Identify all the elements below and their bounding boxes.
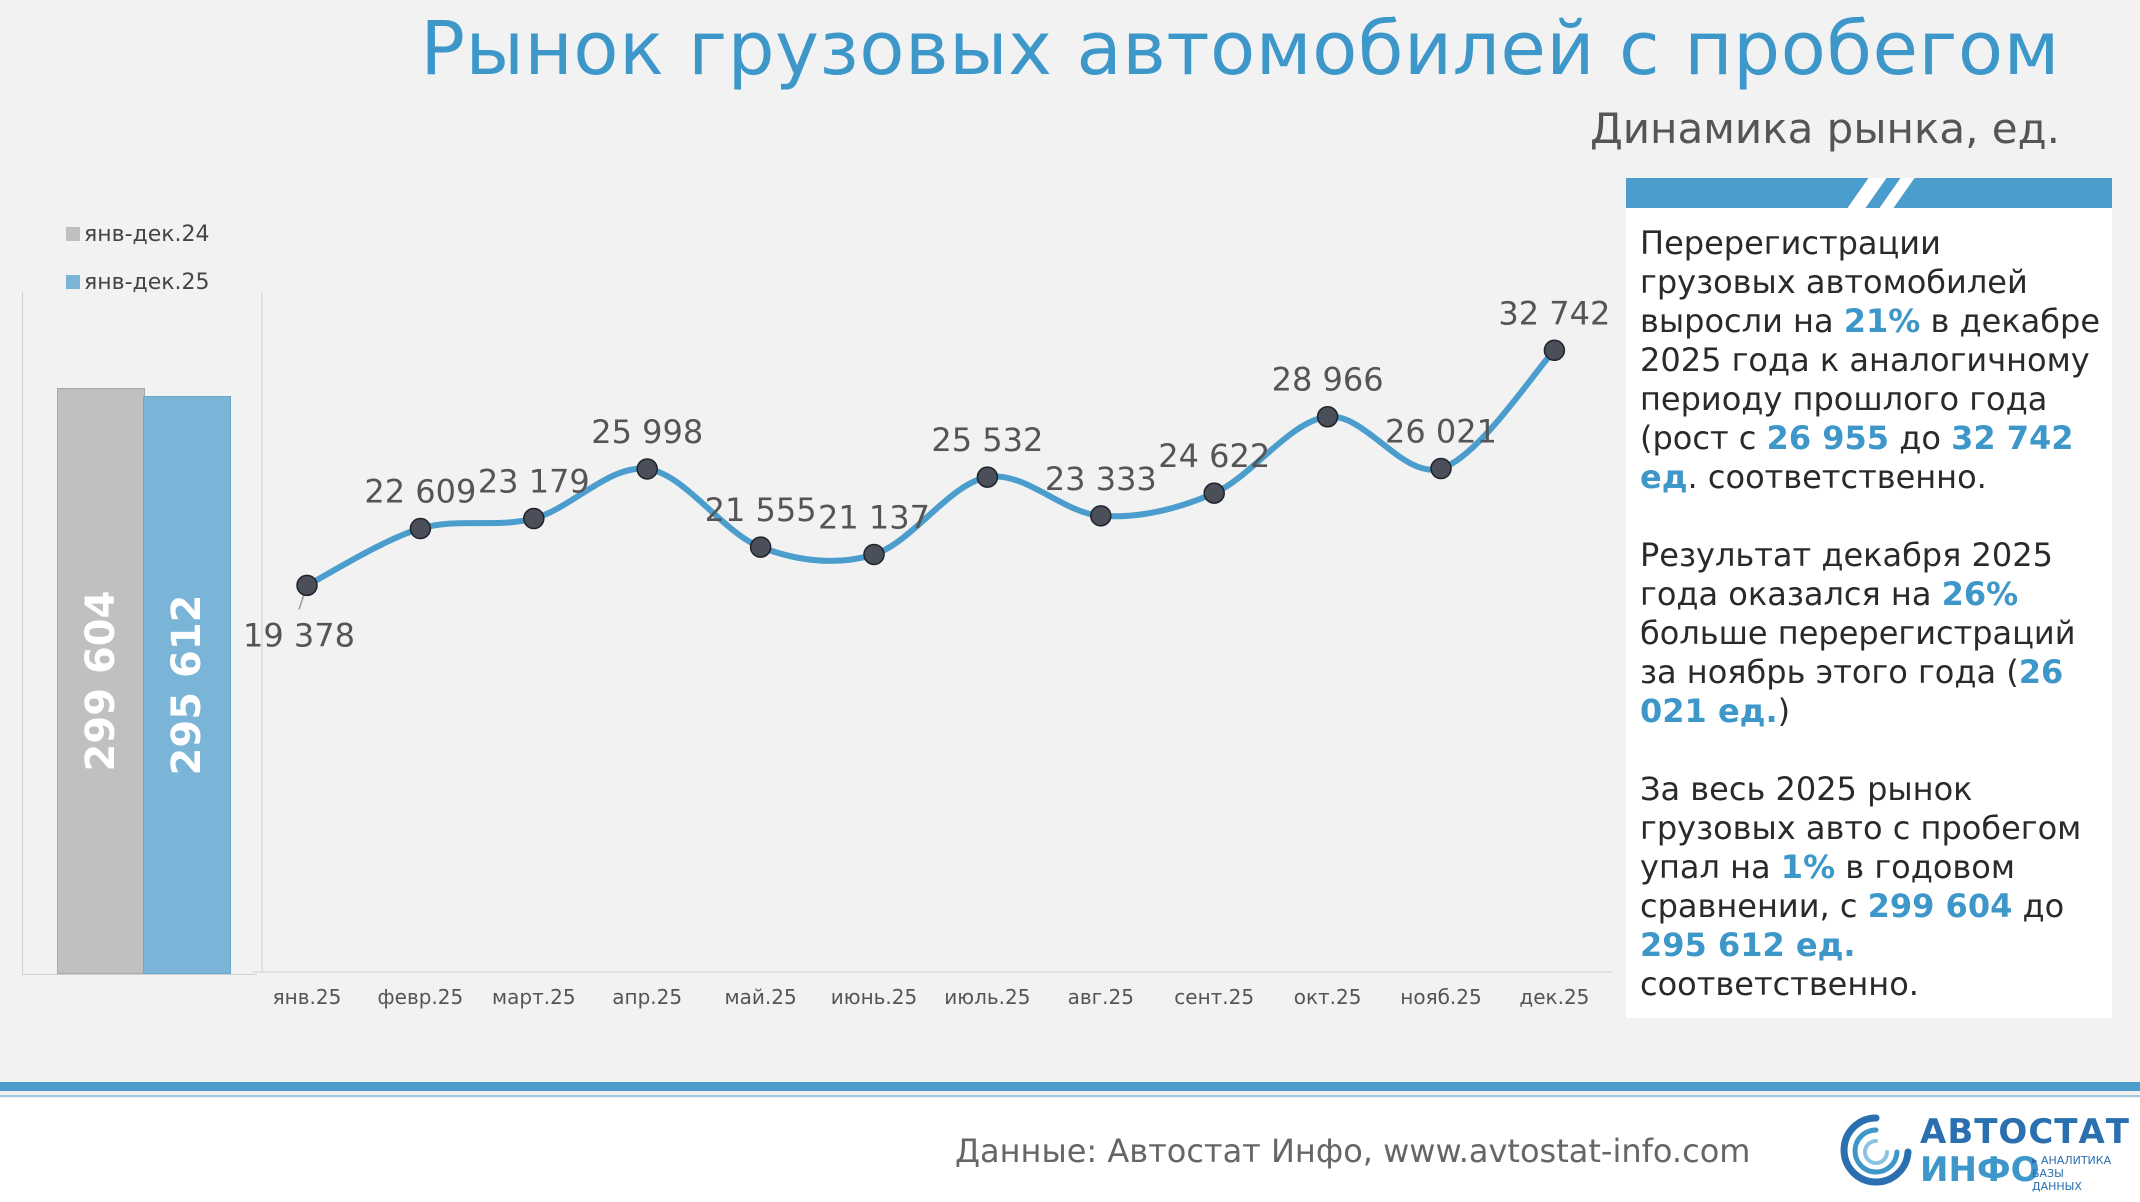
info-p3-text-3: до bbox=[2012, 887, 2065, 925]
info-p3-highlight-2: 299 604 bbox=[1867, 887, 2013, 925]
monthly-line-chart: 19 378 янв.25 22 609 февр.25 23 179 март.25 25… bbox=[243, 293, 1612, 1009]
info-p1-highlight-1: 21% bbox=[1843, 302, 1921, 340]
bar-total-2025: 295 612 bbox=[143, 395, 231, 974]
footer bbox=[0, 1098, 2140, 1202]
data-point-8 bbox=[1090, 505, 1112, 527]
x-tick-label-1: янв.25 bbox=[273, 985, 342, 1009]
legend-item-2024: янв-дек.24 bbox=[66, 218, 210, 250]
x-tick-label-6: июнь.25 bbox=[831, 985, 918, 1009]
x-tick-label-8: авг.25 bbox=[1068, 985, 1134, 1009]
legend-swatch-2025 bbox=[66, 275, 80, 289]
data-label-4: 25 998 bbox=[591, 413, 703, 451]
x-tick-label-11: нояб.25 bbox=[1400, 985, 1481, 1009]
info-header-bar bbox=[1626, 178, 2112, 208]
logo-text-info: ИНФО bbox=[1920, 1150, 2040, 1190]
info-p1-text-4: . соответственно. bbox=[1687, 458, 1987, 496]
info-p1-text-1: Перерегистрации грузовых автомобилей выр… bbox=[1640, 224, 2028, 340]
info-p2-highlight-2: 26 021 ед. bbox=[1640, 653, 2064, 730]
x-tick-label-12: дек.25 bbox=[1519, 985, 1589, 1009]
data-label-7: 25 532 bbox=[931, 421, 1043, 459]
x-tick-label-4: апр.25 bbox=[612, 985, 682, 1009]
data-label-3: 23 179 bbox=[478, 463, 590, 501]
x-tick-label-2: февр.25 bbox=[378, 985, 464, 1009]
data-point-9 bbox=[1203, 482, 1225, 504]
data-point-1 bbox=[296, 574, 318, 597]
x-tick-label-9: сент.25 bbox=[1174, 985, 1254, 1009]
footer-accent-line bbox=[0, 1082, 2140, 1091]
info-p2-text-1: Результат декабря 2025 года оказался на bbox=[1640, 536, 2053, 613]
info-paragraph-2: Результат декабря 2025 года оказался на … bbox=[1640, 536, 2106, 731]
legend-label-2025: янв-дек.25 bbox=[84, 269, 210, 295]
page-title: Рынок грузовых автомобилей с пробегом bbox=[420, 6, 2060, 92]
data-label-11: 26 021 bbox=[1385, 413, 1497, 451]
info-header-notch bbox=[1847, 178, 1887, 208]
info-header-notch-2 bbox=[1879, 178, 1915, 208]
data-point-11 bbox=[1430, 457, 1452, 480]
info-p1-highlight-3: 32 742 ед bbox=[1640, 419, 2074, 496]
data-label-5: 21 555 bbox=[705, 491, 817, 529]
data-point-10 bbox=[1316, 405, 1339, 428]
data-point-6 bbox=[863, 543, 885, 566]
info-p2-text-3: ) bbox=[1777, 692, 1791, 730]
data-label-10: 28 966 bbox=[1272, 361, 1384, 399]
info-p2-text-2: больше перерегистраций за ноябрь этого г… bbox=[1640, 614, 2076, 691]
info-p2-highlight-1: 26% bbox=[1941, 575, 2019, 613]
logo-swirl-icon bbox=[1840, 1114, 1912, 1186]
data-label-1: 19 378 bbox=[243, 616, 355, 654]
info-p3-text-1: За весь 2025 рынок грузовых авто с пробе… bbox=[1640, 770, 2082, 886]
data-point-12 bbox=[1543, 339, 1566, 362]
info-p1-text-3: до bbox=[1889, 419, 1952, 457]
footer-thin-line bbox=[0, 1095, 2140, 1097]
data-source: Данные: Автостат Инфо, www.avtostat-info… bbox=[955, 1132, 1751, 1170]
info-p3-highlight-1: 1% bbox=[1780, 848, 1836, 886]
x-tick-label-5: май.25 bbox=[725, 985, 797, 1009]
legend: янв-дек.24 янв-дек.25 bbox=[66, 218, 210, 314]
x-tick-label-3: март.25 bbox=[492, 985, 576, 1009]
x-tick-label-7: июль.25 bbox=[944, 985, 1030, 1009]
data-point-3 bbox=[523, 507, 545, 530]
page-subtitle: Динамика рынка, ед. bbox=[1589, 104, 2060, 153]
info-box: Перерегистрации грузовых автомобилей выр… bbox=[1626, 178, 2112, 1018]
info-p3-text-2: в годовом сравнении, с bbox=[1640, 848, 2015, 925]
info-text: Перерегистрации грузовых автомобилей выр… bbox=[1640, 224, 2106, 1043]
info-p3-highlight-3: 295 612 ед. bbox=[1640, 926, 1856, 964]
data-label-9: 24 622 bbox=[1158, 437, 1270, 475]
legend-item-2025: янв-дек.25 bbox=[66, 266, 210, 298]
data-point-7 bbox=[976, 466, 999, 488]
info-p1-highlight-2: 26 955 bbox=[1766, 419, 1890, 457]
x-tick-label-10: окт.25 bbox=[1294, 985, 1362, 1009]
data-point-4 bbox=[636, 458, 658, 480]
autostat-logo: АВТОСТАТ ИНФО ▸ АНАЛИТИКА БАЗЫ ДАННЫХ bbox=[1836, 1112, 2129, 1193]
legend-swatch-2024 bbox=[66, 227, 80, 241]
data-label-6: 21 137 bbox=[818, 498, 930, 536]
data-point-5 bbox=[749, 536, 772, 558]
totals-bar-chart: 299 604 295 612 bbox=[22, 292, 257, 975]
logo-tagline: ▸ АНАЛИТИКА БАЗЫ ДАННЫХ bbox=[2032, 1154, 2112, 1193]
data-label-2: 22 609 bbox=[364, 473, 476, 511]
info-paragraph-1: Перерегистрации грузовых автомобилей выр… bbox=[1640, 224, 2106, 497]
legend-label-2024: янв-дек.24 bbox=[84, 221, 210, 247]
info-paragraph-3: За весь 2025 рынок грузовых авто с пробе… bbox=[1640, 770, 2106, 1004]
info-p1-text-2: в декабре 2025 года к аналогичному перио… bbox=[1640, 302, 2101, 457]
data-point-2 bbox=[409, 517, 432, 540]
info-p3-text-4: соответственно. bbox=[1640, 965, 1919, 1003]
data-label-8: 23 333 bbox=[1045, 460, 1157, 498]
logo-text-avtostat: АВТОСТАТ bbox=[1920, 1112, 2130, 1152]
data-label-12: 32 742 bbox=[1498, 294, 1610, 332]
